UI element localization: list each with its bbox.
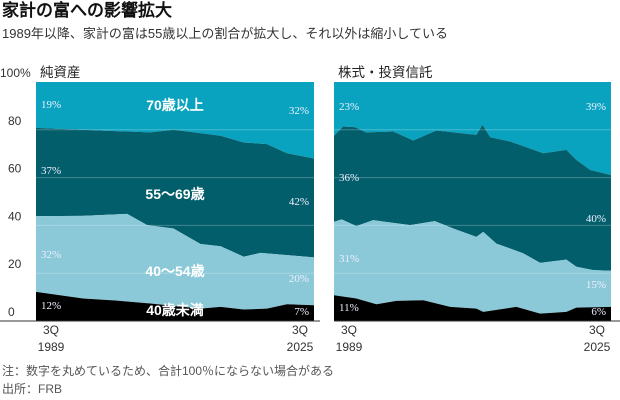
panel-title: 純資産 [40,65,81,80]
start-value-label: 36% [339,172,359,184]
start-value-label: 19% [41,99,61,111]
start-value-label: 32% [41,249,61,261]
series-label: 70歳以上 [146,97,204,113]
series-label: 40～54歳 [145,263,204,279]
panel-title: 株式・投資信託 [338,65,433,80]
start-value-label: 37% [41,165,61,177]
end-value-label: 6% [591,306,606,318]
end-value-label: 15% [586,279,606,291]
start-value-label: 12% [41,300,61,312]
area-under40 [334,295,611,321]
y-tick-label: 80 [8,114,22,128]
y-tick-label: 60 [8,162,22,176]
start-value-label: 23% [339,101,359,113]
y-tick-label: 40 [8,209,22,223]
end-value-label: 42% [289,196,309,208]
area-age70plus [36,82,314,159]
end-value-label: 7% [294,306,309,318]
y-tick-label: 20 [8,257,22,271]
y-tick-label: 0 [8,305,15,319]
x-tick-label: 1989 [38,340,65,354]
area-age40_54 [334,219,611,314]
end-value-label: 32% [289,105,309,117]
chart-subtitle: 1989年以降、家計の富は55歳以上の割合が拡大し、それ以外は縮小している [2,26,448,41]
area-age55_69 [36,127,314,258]
x-tick-label: 3Q [43,323,59,337]
area-under40 [36,291,314,321]
end-value-label: 40% [586,213,606,225]
area-age55_69 [334,124,611,271]
y-tick-label: 100% [0,66,31,80]
series-label: 40歳未満 [146,302,204,318]
x-tick-label: 1989 [336,340,363,354]
footnote: 注：数字を丸めているため、合計100％にならない場合がある [2,364,335,378]
area-age70plus [334,82,611,175]
chart-title: 家計の富への影響拡大 [2,1,172,20]
start-value-label: 31% [339,253,359,265]
x-tick-label: 3Q [589,323,605,337]
x-tick-label: 3Q [292,323,308,337]
source: 出所：FRB [2,382,63,396]
area-age40_54 [36,213,314,310]
end-value-label: 39% [586,101,606,113]
end-value-label: 20% [289,273,309,285]
x-tick-label: 2025 [287,340,314,354]
series-label: 55～69歳 [145,186,204,202]
start-value-label: 11% [339,302,359,314]
x-tick-label: 3Q [341,323,357,337]
x-tick-label: 2025 [584,340,611,354]
